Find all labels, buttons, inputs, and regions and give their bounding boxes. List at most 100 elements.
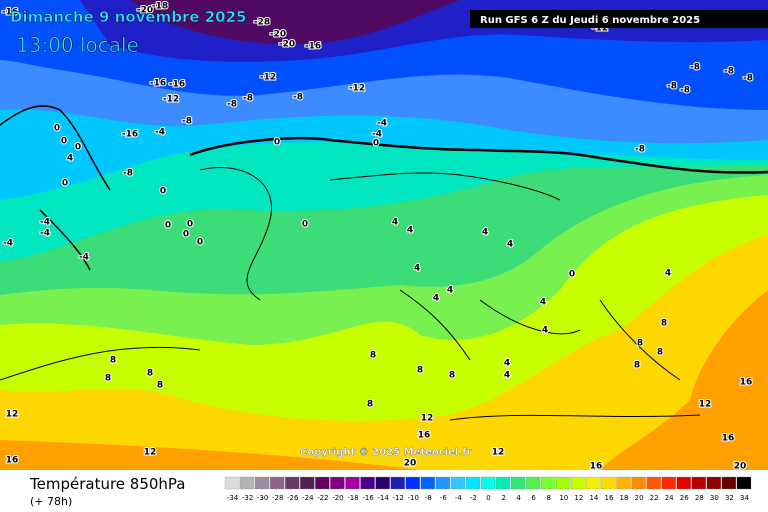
contour-label: -4: [3, 239, 13, 249]
contour-label: 4: [542, 326, 548, 336]
scale-swatch: [465, 476, 481, 490]
contour-label: 0: [160, 187, 166, 197]
contour-label: 0: [569, 270, 575, 280]
scale-label: -2: [470, 494, 477, 502]
scale-swatch: [631, 476, 646, 490]
copyright: Copyright © 2025 Meteociel.fr: [300, 447, 471, 458]
footer-title: Température 850hPa: [29, 475, 186, 493]
scale-label: 22: [650, 494, 659, 502]
contour-label: -18: [152, 2, 168, 12]
contour-label: -20: [137, 6, 153, 16]
scale-label: -24: [302, 494, 314, 502]
color-scale: -34 -32 -30 -28 -26 -24 -22 -20 -18 -16 -14 -12 -10-…: [224, 476, 752, 502]
scale-label: 8: [546, 494, 550, 502]
scale-swatch: [556, 476, 571, 490]
contour-label: 0: [54, 124, 60, 134]
scale-label: 16: [604, 494, 613, 502]
scale-label: -4: [455, 494, 463, 502]
contour-label: -4: [40, 229, 50, 239]
contour-label: 12: [6, 410, 19, 420]
scale-label: -14: [377, 494, 389, 502]
contour-label: -12: [163, 95, 179, 105]
scale-label: 10: [559, 494, 568, 502]
scale-swatch: [270, 476, 285, 490]
scale-swatch: [661, 476, 676, 490]
scale-label: -20: [332, 494, 343, 502]
contour-label: 4: [504, 359, 510, 369]
contour-label: -28: [254, 18, 270, 28]
contour-label: -4: [377, 119, 387, 129]
footer-lead: (+ 78h): [30, 495, 72, 508]
scale-label: -6: [440, 494, 448, 502]
contour-label: -16: [2, 8, 18, 18]
scale-swatch: [254, 476, 270, 490]
scale-label: -16: [362, 494, 374, 502]
contour-label: 12: [144, 448, 157, 458]
contour-label: 0: [373, 139, 379, 149]
scale-label: 34: [740, 494, 749, 502]
contour-label: 8: [370, 351, 376, 361]
contour-label: -4: [40, 218, 50, 228]
contour-label: 0: [197, 238, 203, 248]
contour-label: -8: [243, 94, 253, 104]
contour-label: 4: [67, 154, 73, 164]
scale-swatch: [420, 476, 435, 490]
contour-label: 0: [302, 220, 308, 230]
scale-label: -10: [407, 494, 418, 502]
scale-swatch: [345, 476, 360, 490]
contour-label: 8: [634, 361, 640, 371]
scale-swatch: [495, 476, 511, 490]
contour-labels: -16 -20-18-28-20-20 -16-12-16 -16-12-12-8-8…: [1, 1, 754, 473]
contour-label: 4: [482, 228, 488, 238]
contour-label: 4: [407, 226, 413, 236]
contour-label: 20: [734, 462, 747, 472]
scale-label: 28: [695, 494, 704, 502]
scale-label: 24: [665, 494, 674, 502]
contour-label: 8: [417, 366, 423, 376]
contour-label: 0: [274, 138, 280, 148]
scale-swatch: [285, 476, 300, 490]
contour-label: 16: [6, 456, 19, 466]
contour-label: -8: [667, 82, 677, 92]
contour-label: 4: [504, 371, 510, 381]
contour-label: -8: [227, 100, 237, 110]
contour-label: -8: [680, 86, 690, 96]
contour-label: 12: [699, 400, 712, 410]
scale-swatch: [239, 476, 255, 490]
scale-label: -34: [227, 494, 239, 502]
scale-label: 20: [635, 494, 644, 502]
contour-label: 20: [404, 459, 417, 469]
contour-label: -8: [690, 63, 700, 73]
contour-label: 12: [421, 414, 434, 424]
contour-label: 16: [418, 431, 431, 441]
temperature-field: [0, 0, 768, 470]
scale-swatch: [224, 476, 240, 490]
scale-swatch: [525, 476, 541, 490]
contour-label: -8: [293, 93, 303, 103]
scale-label: -26: [287, 494, 299, 502]
scale-swatch: [315, 476, 330, 490]
forecast-date: Dimanche 9 novembre 2025: [10, 8, 247, 26]
scale-label: -28: [272, 494, 283, 502]
contour-label: -8: [123, 169, 133, 179]
contour-label: -4: [155, 128, 165, 138]
scale-swatch: [480, 476, 496, 490]
contour-label: 8: [657, 348, 663, 358]
scale-swatch: [586, 476, 601, 490]
contour-label: 8: [661, 319, 667, 329]
contour-label: 4: [507, 240, 513, 250]
scale-label: 12: [574, 494, 583, 502]
scale-label: 6: [531, 494, 536, 502]
contour-label: 16: [740, 378, 753, 388]
scale-label: 2: [501, 494, 505, 502]
scale-swatch: [736, 476, 752, 490]
scale-swatch: [721, 476, 737, 490]
scale-label: -8: [425, 494, 432, 502]
contour-label: -16: [150, 79, 166, 89]
scale-swatch: [405, 476, 420, 490]
scale-swatch: [510, 476, 526, 490]
forecast-time: 13:00 locale: [16, 33, 139, 57]
scale-label: 14: [589, 494, 598, 502]
contour-label: 4: [433, 294, 439, 304]
scale-swatch: [541, 476, 556, 490]
